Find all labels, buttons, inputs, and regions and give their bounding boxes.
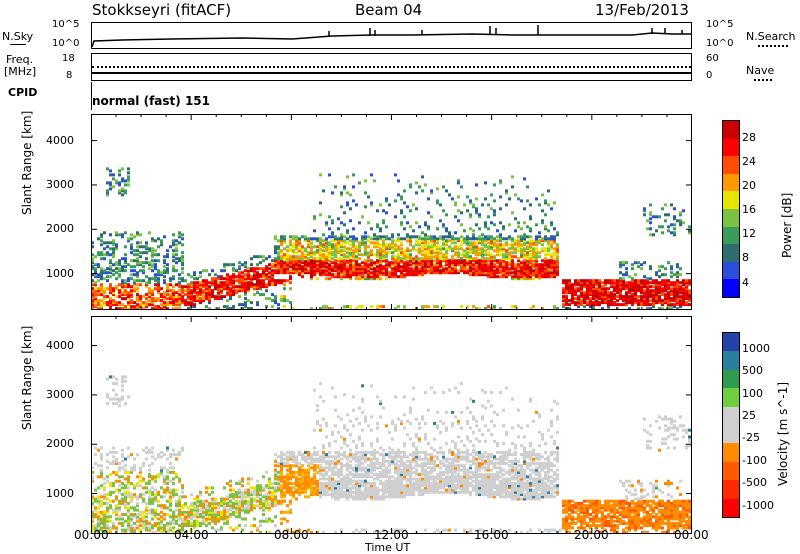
- y-tick-label: 2000: [46, 437, 74, 451]
- x-tick-label: 00:00: [674, 528, 709, 542]
- nsearch-legend-line: [758, 45, 788, 47]
- velocity-colorbar-tick: -25: [742, 431, 760, 445]
- colorbar-swatch: [723, 209, 739, 227]
- freq-trace: [92, 72, 691, 74]
- colorbar-swatch: [723, 406, 739, 426]
- y-tick-label: 4000: [46, 338, 74, 352]
- nsearch-label: N.Search: [746, 30, 796, 43]
- velocity-colorbar-tick: 100: [742, 386, 763, 400]
- power-colorbar-tick: 20: [742, 179, 756, 193]
- station-title: Stokkseyri (fitACF): [92, 1, 232, 19]
- power-colorbar-tick: 24: [742, 154, 756, 168]
- x-tick-label: 16:00: [474, 528, 509, 542]
- nave-tick-high: 60: [706, 53, 719, 64]
- nsky-tick-high: 10^5: [52, 19, 80, 30]
- nsky-panel: [91, 22, 692, 49]
- y-tick-label: 3000: [46, 177, 74, 191]
- power-colorbar: [722, 120, 740, 298]
- power-colorbar-tick: 12: [742, 227, 756, 241]
- velocity-colorbar-tick: 1000: [742, 341, 770, 355]
- nave-legend-line: [754, 79, 772, 81]
- x-tick-label: 00:00: [74, 528, 109, 542]
- velocity-heatmap: [91, 316, 692, 534]
- cpid-label: CPID: [8, 86, 38, 99]
- colorbar-swatch: [723, 138, 739, 157]
- colorbar-swatch: [723, 173, 739, 192]
- x-tick-label: 12:00: [374, 528, 409, 542]
- scatter-cells: [91, 167, 692, 310]
- colorbar-swatch: [723, 461, 739, 481]
- nsearch-tick-high: 10^5: [706, 19, 734, 30]
- x-tick-label: 20:00: [574, 528, 609, 542]
- power-colorbar-tick: 16: [742, 203, 756, 217]
- velocity-colorbar-label: Velocity [m s^-1]: [776, 381, 790, 486]
- freq-panel: [91, 53, 692, 81]
- colorbar-swatch: [723, 498, 739, 518]
- colorbar-swatch: [723, 388, 739, 407]
- colorbar-swatch: [723, 333, 739, 352]
- velocity-colorbar-tick: -500: [742, 476, 767, 490]
- colorbar-swatch: [723, 244, 739, 262]
- beam-title: Beam 04: [355, 1, 423, 19]
- nsky-tick-low: 10^0: [52, 38, 80, 49]
- colorbar-swatch: [723, 121, 739, 139]
- cpid-value: normal (fast) 151: [92, 94, 210, 108]
- power-colorbar-tick: 8: [742, 251, 749, 265]
- colorbar-swatch: [723, 443, 739, 462]
- nave-label: Nave: [746, 64, 775, 77]
- colorbar-swatch: [723, 261, 739, 280]
- colorbar-swatch: [723, 191, 739, 210]
- colorbar-swatch: [723, 156, 739, 174]
- nsky-trace: [92, 25, 691, 48]
- velocity-colorbar: [722, 332, 740, 518]
- freq-tick-high: 18: [62, 53, 75, 64]
- power-colorbar-tick: 28: [742, 130, 756, 144]
- date-title: 13/Feb/2013: [595, 1, 689, 19]
- velocity-colorbar-tick: 500: [742, 364, 763, 378]
- y-tick-label: 2000: [46, 222, 74, 236]
- power-panel: [91, 114, 692, 310]
- nave-trace: [92, 66, 691, 68]
- nsearch-tick-low: 10^0: [706, 38, 734, 49]
- velocity-colorbar-tick: -100: [742, 453, 767, 467]
- velocity-colorbar-tick: -1000: [742, 498, 774, 512]
- velocity-ylabel: Slant Range [km]: [20, 325, 34, 430]
- cpid-divider: [91, 82, 92, 110]
- power-colorbar-label: Power [dB]: [780, 192, 794, 258]
- colorbar-swatch: [723, 369, 739, 389]
- y-tick-label: 3000: [46, 387, 74, 401]
- y-tick-label: 1000: [46, 486, 74, 500]
- velocity-xlabel: Time UT: [365, 541, 411, 554]
- velocity-colorbar-tick: 25: [742, 409, 756, 423]
- x-tick-label: 08:00: [274, 528, 309, 542]
- x-tick-label: 04:00: [174, 528, 209, 542]
- colorbar-swatch: [723, 425, 739, 444]
- y-tick-label: 4000: [46, 133, 74, 147]
- freq-tick-low: 8: [66, 70, 73, 81]
- colorbar-swatch: [723, 226, 739, 245]
- power-heatmap: [91, 114, 692, 310]
- freq-label: Freq.: [6, 53, 34, 66]
- colorbar-swatch: [723, 480, 739, 499]
- colorbar-swatch: [723, 279, 739, 297]
- power-colorbar-tick: 4: [742, 275, 749, 289]
- y-tick-label: 1000: [46, 266, 74, 280]
- freq-unit: [MHz]: [4, 65, 37, 78]
- power-ylabel: Slant Range [km]: [20, 110, 34, 215]
- nave-tick-low: 0: [706, 70, 713, 81]
- nsky-legend-line: [10, 44, 26, 45]
- colorbar-swatch: [723, 351, 739, 370]
- nsky-label: N.Sky: [2, 30, 34, 43]
- scatter-cells: [91, 375, 692, 534]
- velocity-panel: [91, 316, 692, 534]
